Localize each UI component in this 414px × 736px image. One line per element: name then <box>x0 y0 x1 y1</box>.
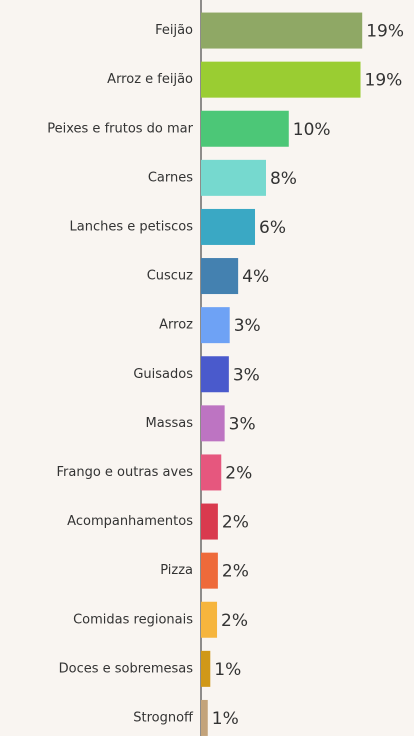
category-label: Strognoff <box>133 710 194 725</box>
bar <box>201 258 239 295</box>
category-label: Peixes e frutos do mar <box>47 121 193 136</box>
bar <box>201 552 218 589</box>
category-label: Doces e sobremesas <box>59 661 194 676</box>
value-label: 19% <box>365 71 403 91</box>
category-label: Lanches e petiscos <box>70 219 194 234</box>
category-label: Acompanhamentos <box>67 514 193 529</box>
bar <box>201 650 211 687</box>
category-label: Frango e outras aves <box>57 465 194 480</box>
value-label: 6% <box>259 218 286 238</box>
bar <box>201 454 222 491</box>
category-label: Cuscuz <box>147 269 193 284</box>
category-label: Feijão <box>155 23 193 38</box>
category-label: Arroz <box>159 318 193 333</box>
value-label: 2% <box>221 611 248 631</box>
category-label: Comidas regionais <box>73 612 193 627</box>
value-label: 8% <box>270 169 297 189</box>
value-label: 1% <box>214 660 241 680</box>
value-label: 2% <box>222 513 249 533</box>
value-label: 3% <box>229 414 256 434</box>
bar <box>201 110 289 147</box>
category-label: Guisados <box>133 367 193 382</box>
category-label: Arroz e feijão <box>107 72 193 87</box>
bar <box>201 159 266 196</box>
bar <box>201 61 361 98</box>
value-label: 19% <box>366 22 404 42</box>
bar <box>201 356 229 393</box>
value-label: 3% <box>234 316 261 336</box>
category-label: Massas <box>146 416 194 431</box>
bar <box>201 12 363 49</box>
value-label: 4% <box>242 267 269 287</box>
value-label: 1% <box>212 709 239 729</box>
value-label: 3% <box>233 365 260 385</box>
category-label: Carnes <box>148 170 193 185</box>
bar <box>201 208 256 245</box>
category-label: Pizza <box>160 563 193 578</box>
value-label: 10% <box>293 120 331 140</box>
value-label: 2% <box>225 463 252 483</box>
bar <box>201 405 225 442</box>
bar <box>201 601 218 638</box>
bar <box>201 699 208 736</box>
bar <box>201 307 230 344</box>
value-label: 2% <box>222 562 249 582</box>
bar <box>201 503 218 540</box>
